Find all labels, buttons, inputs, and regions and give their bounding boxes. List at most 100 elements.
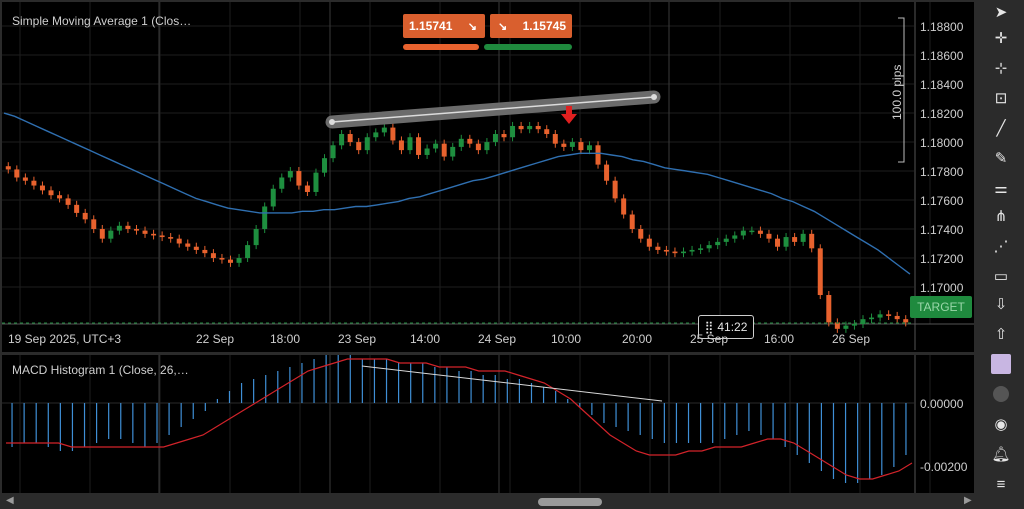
- fibonacci-icon[interactable]: ⚌: [994, 180, 1008, 197]
- candle: [629, 210, 635, 234]
- candle: [270, 184, 276, 211]
- candle-body: [151, 233, 157, 236]
- candle-body: [851, 324, 857, 326]
- candle-body: [57, 195, 63, 199]
- target-flag[interactable]: TARGET: [910, 296, 972, 318]
- color-swatch-icon[interactable]: [989, 352, 1013, 376]
- macd-panel[interactable]: MACD Histogram 1 (Close, 26,… 0.00000 -0…: [2, 355, 974, 493]
- buy-price: 1.15745: [522, 19, 566, 33]
- candle: [22, 173, 28, 185]
- time-scrollbar[interactable]: [538, 498, 602, 506]
- candle-body: [159, 235, 165, 238]
- price-chart-canvas[interactable]: [2, 2, 974, 352]
- sma-indicator-label[interactable]: Simple Moving Average 1 (Clos…: [12, 14, 192, 28]
- candle-body: [492, 134, 498, 143]
- crosshair-magnet-icon[interactable]: ⊹: [994, 60, 1008, 77]
- candle: [287, 167, 293, 182]
- candle: [578, 138, 584, 155]
- candle-body: [869, 317, 875, 320]
- trend-line-icon[interactable]: ╱: [996, 120, 1006, 137]
- candle: [646, 234, 652, 251]
- candle: [860, 315, 866, 329]
- candle-body: [193, 246, 199, 250]
- buy-price-button[interactable]: ↘ 1.15745: [490, 14, 572, 38]
- brush-icon[interactable]: ✎: [994, 150, 1008, 167]
- price-tick: 1.17600: [920, 194, 964, 208]
- candle-body: [245, 245, 251, 258]
- price-tick: 1.17000: [920, 281, 964, 295]
- candle: [133, 224, 139, 235]
- crosshair-icon[interactable]: ✛: [994, 30, 1008, 47]
- candle: [202, 245, 208, 258]
- candle: [125, 221, 131, 234]
- candle: [347, 129, 353, 147]
- grid: [2, 2, 974, 350]
- candle: [236, 253, 242, 267]
- candle: [621, 194, 627, 219]
- sell-price-button[interactable]: 1.15741 ↘: [403, 14, 485, 38]
- candle-body: [552, 134, 558, 144]
- candle-body: [219, 257, 225, 260]
- rectangle-icon[interactable]: ▭: [993, 268, 1009, 285]
- candle: [843, 321, 849, 333]
- candle-body: [279, 177, 285, 189]
- gann-icon[interactable]: ⋰: [993, 238, 1009, 255]
- camera-icon[interactable]: ◉: [994, 416, 1008, 433]
- circle-icon[interactable]: [989, 382, 1013, 406]
- candle-body: [809, 233, 815, 249]
- candle-body: [116, 225, 122, 231]
- candle: [82, 208, 88, 224]
- candle-body: [313, 172, 319, 192]
- candle-body: [262, 206, 268, 230]
- anchor-icon[interactable]: ⊡: [994, 90, 1008, 107]
- scroll-right-icon[interactable]: ▶: [964, 495, 972, 506]
- price-chart-panel[interactable]: Simple Moving Average 1 (Clos… 1.15741 ↘…: [2, 2, 974, 352]
- candle-body: [125, 225, 131, 230]
- candle: [792, 233, 798, 246]
- candle: [783, 233, 789, 251]
- macd-canvas[interactable]: [2, 355, 974, 493]
- candle-body: [715, 241, 721, 246]
- candle-body: [236, 257, 242, 263]
- pointer-icon[interactable]: ➤: [994, 4, 1008, 21]
- candle-body: [834, 322, 840, 329]
- macd-indicator-label[interactable]: MACD Histogram 1 (Close, 26,…: [12, 363, 189, 377]
- candle: [304, 181, 310, 197]
- candle: [475, 139, 481, 155]
- drawing-toolbar: ➤ ✛ ⊹ ⊡ ╱ ✎ ⚌ ⋔ ⋰ ▭ ⇩ ⇧ ◉ 🔔︎ ≡: [977, 0, 1024, 509]
- candle: [176, 234, 182, 248]
- alert-bell-icon[interactable]: 🔔︎: [991, 446, 1011, 463]
- time-tick: 23 Sep: [338, 332, 377, 346]
- candle: [740, 226, 746, 240]
- candle: [142, 226, 148, 238]
- time-tick: 14:00: [410, 332, 441, 346]
- price-tick: 1.18600: [920, 49, 964, 63]
- candle-body: [91, 219, 97, 230]
- arrow-up-icon[interactable]: ⇧: [994, 326, 1008, 343]
- candle: [715, 237, 721, 250]
- candle: [834, 318, 840, 333]
- candle: [886, 310, 892, 320]
- candle-body: [706, 245, 712, 249]
- arrow-down-icon[interactable]: ⇩: [994, 296, 1008, 313]
- candle-body: [228, 259, 233, 263]
- candle-body: [860, 319, 866, 324]
- candle: [544, 125, 550, 139]
- price-tick: 1.17400: [920, 223, 964, 237]
- candle-body: [604, 164, 610, 181]
- candle: [518, 121, 524, 134]
- macd-histogram: [11, 355, 907, 483]
- candle: [663, 245, 669, 256]
- candle: [262, 202, 268, 234]
- candle-body: [561, 143, 567, 147]
- pitchfork-icon[interactable]: ⋔: [994, 208, 1008, 225]
- candle-body: [475, 143, 481, 151]
- indicators-icon[interactable]: ≡: [996, 475, 1006, 493]
- candle: [595, 141, 601, 169]
- candle-body: [894, 315, 900, 320]
- candle: [108, 226, 114, 243]
- scroll-left-icon[interactable]: ◀: [6, 495, 14, 506]
- pips-bracket: [898, 17, 905, 163]
- candle: [561, 139, 567, 151]
- candle-body: [510, 125, 516, 138]
